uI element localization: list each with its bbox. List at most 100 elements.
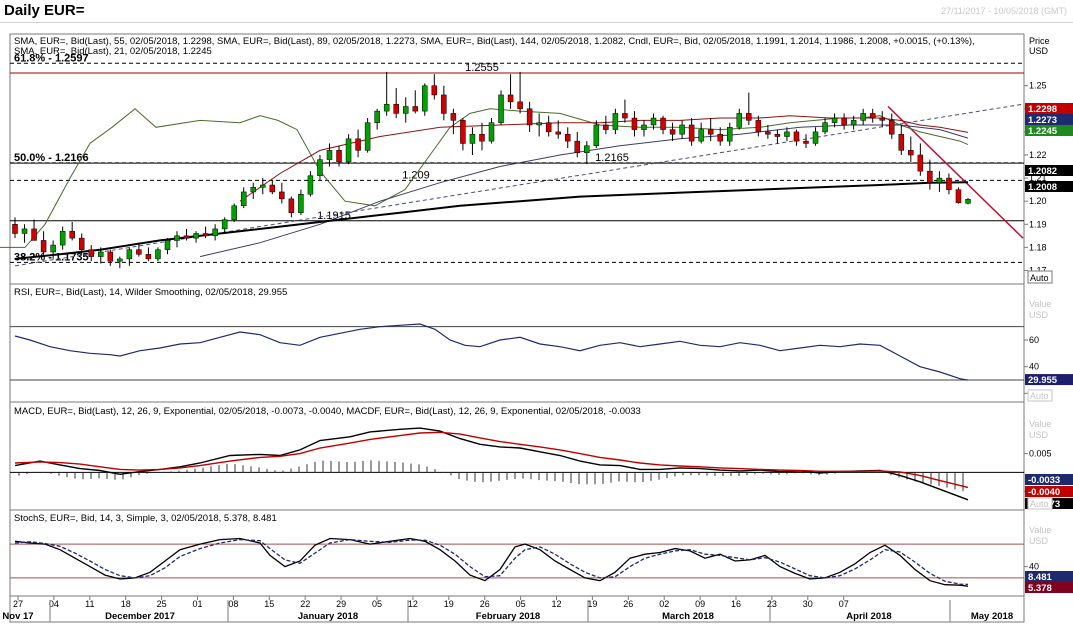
candle-body bbox=[231, 205, 237, 220]
candle-body bbox=[526, 108, 533, 126]
stoch-line bbox=[14, 537, 969, 587]
candle-body bbox=[117, 258, 123, 262]
rsi-axis-title: Value bbox=[1029, 299, 1051, 309]
x-day-label: 29 bbox=[336, 599, 346, 609]
candle-body bbox=[841, 117, 847, 126]
candle-body bbox=[488, 122, 495, 142]
macd-line bbox=[14, 431, 969, 489]
x-day-label: 25 bbox=[157, 599, 167, 609]
candle-body bbox=[355, 138, 361, 151]
rsi-legend: RSI, EUR=, Bid(Last), 14, Wilder Smoothi… bbox=[14, 287, 287, 298]
candle-body bbox=[164, 240, 171, 250]
chart-canvas[interactable]: 61.8% - 1.2597 1.2555 1.2165 50.0% - 1.2166… bbox=[0, 22, 1073, 637]
macd-auto-button-label: Auto bbox=[1030, 499, 1049, 509]
x-day-label: 09 bbox=[695, 599, 705, 609]
price-ma-line bbox=[239, 115, 969, 202]
candle-body bbox=[78, 237, 85, 250]
macd-last-value-label: -0.0040 bbox=[1028, 487, 1060, 498]
price-y-tick-label: 1.17 bbox=[1029, 265, 1047, 275]
rsi-auto-button-label: Auto bbox=[1030, 391, 1049, 401]
candle-body bbox=[174, 235, 180, 241]
price-y-tick-label: 1.22 bbox=[1029, 150, 1047, 160]
candle-body bbox=[603, 124, 609, 130]
x-day-label: 19 bbox=[587, 599, 597, 609]
candle-body bbox=[660, 117, 666, 130]
candle-body bbox=[364, 122, 371, 151]
candle-body bbox=[869, 113, 876, 119]
x-day-label: 26 bbox=[623, 599, 633, 609]
candle-body bbox=[688, 124, 695, 142]
window-titlebar: Daily EUR= 27/11/2017 - 10/05/2018 (GMT) bbox=[0, 0, 1073, 23]
x-axis-panel bbox=[9, 595, 1025, 623]
candle-body bbox=[812, 131, 819, 144]
price-y-tick-label: 1.21 bbox=[1029, 173, 1047, 183]
x-day-label: 08 bbox=[228, 599, 238, 609]
price-y-tick-label: 1.25 bbox=[1029, 81, 1047, 91]
candle-body bbox=[717, 133, 723, 142]
candle-body bbox=[593, 124, 600, 147]
candle-body bbox=[460, 120, 466, 144]
price-last-value-label: 1.2245 bbox=[1028, 126, 1058, 137]
candle-body bbox=[59, 230, 66, 246]
rsi-auto-button[interactable] bbox=[1027, 389, 1053, 402]
candle-body bbox=[307, 175, 314, 195]
candle-body bbox=[755, 120, 762, 133]
candle-body bbox=[155, 249, 161, 260]
candle-body bbox=[850, 120, 857, 126]
candle-body bbox=[879, 117, 885, 121]
candle-body bbox=[402, 106, 409, 114]
candle-body bbox=[727, 127, 733, 142]
x-day-label: 26 bbox=[480, 599, 490, 609]
rsi-y-tick-label: 60 bbox=[1029, 335, 1039, 345]
price-last-value-box bbox=[1025, 165, 1073, 176]
candle-body bbox=[260, 184, 266, 188]
candle-body bbox=[917, 154, 924, 172]
rsi-group: 20406029.955 bbox=[10, 323, 1073, 398]
candle-body bbox=[736, 113, 743, 128]
candle-body bbox=[669, 129, 676, 135]
stoch-legend: StochS, EUR=, Bid, 14, 3, Simple, 3, 02/… bbox=[14, 513, 277, 524]
x-day-label: 22 bbox=[300, 599, 310, 609]
candle-body bbox=[326, 150, 333, 160]
candle-body bbox=[803, 140, 809, 144]
price-auto-button[interactable] bbox=[1027, 270, 1053, 284]
x-day-label: 01 bbox=[192, 599, 202, 609]
candle-body bbox=[441, 94, 447, 114]
candle-body bbox=[584, 145, 590, 153]
price-legend-line-1: SMA, EUR=, Bid(Last), 55, 02/05/2018, 1.… bbox=[14, 36, 975, 47]
candle-body bbox=[889, 120, 895, 135]
price-last-value-box bbox=[1025, 114, 1073, 125]
candle-body bbox=[765, 131, 771, 135]
candle-body bbox=[183, 235, 190, 239]
stoch-last-value-label: 8.481 bbox=[1028, 572, 1052, 583]
candle-body bbox=[393, 103, 399, 114]
x-day-label: 02 bbox=[659, 599, 669, 609]
candle-body bbox=[612, 113, 619, 130]
stoch-panel[interactable] bbox=[9, 509, 1025, 597]
candle-body bbox=[564, 133, 571, 142]
candle-body bbox=[269, 184, 276, 193]
macd-auto-button[interactable] bbox=[1027, 497, 1053, 510]
candle-body bbox=[622, 113, 628, 119]
x-month-label: December 2017 bbox=[105, 611, 175, 622]
candle-body bbox=[536, 122, 542, 126]
price-moving-averages bbox=[0, 108, 969, 260]
x-day-label: 30 bbox=[803, 599, 813, 609]
candle-body bbox=[831, 117, 838, 123]
candle-body bbox=[193, 233, 199, 239]
x-month-label: Nov 17 bbox=[2, 611, 33, 622]
candle-body bbox=[107, 251, 114, 262]
candle-body bbox=[50, 244, 56, 253]
candle-body bbox=[98, 251, 104, 257]
price-level-label: 61.8% - 1.2597 bbox=[14, 52, 89, 64]
price-last-value-label: 1.2273 bbox=[1028, 115, 1057, 126]
price-panel[interactable] bbox=[9, 33, 1025, 285]
candle-body bbox=[221, 219, 228, 230]
macd-panel[interactable] bbox=[9, 401, 1025, 511]
price-level-label: 38.2% - 1.1735 bbox=[14, 251, 89, 263]
candle-body bbox=[746, 113, 752, 121]
macd-group: -0.0050.005-0.0033-0.0040-0.0073 bbox=[10, 427, 1073, 510]
rsi-panel[interactable] bbox=[9, 283, 1025, 403]
candle-body bbox=[908, 150, 914, 156]
candle-body bbox=[936, 177, 943, 183]
